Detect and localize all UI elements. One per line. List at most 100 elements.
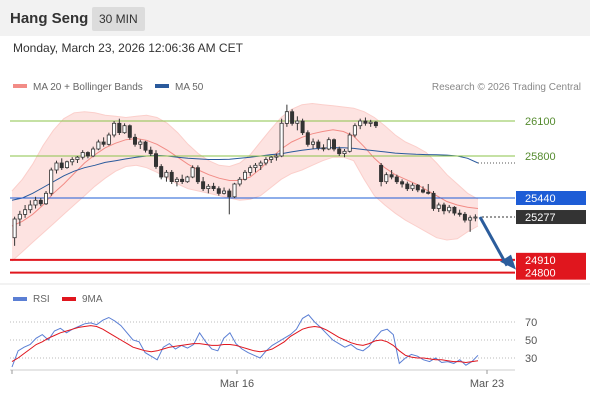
- candle-body: [253, 164, 258, 169]
- candle: [122, 123, 127, 134]
- level-25440-label: 25440: [525, 193, 556, 205]
- candle: [153, 150, 158, 169]
- candle: [180, 174, 185, 184]
- candle-body: [242, 171, 247, 180]
- candle: [195, 165, 200, 184]
- candle-body: [216, 188, 221, 194]
- candle-body: [269, 156, 274, 160]
- candle-body: [295, 120, 300, 124]
- credit-text: Research © 2026 Trading Central: [432, 82, 581, 93]
- candle-body: [305, 132, 310, 145]
- candle: [400, 179, 405, 188]
- candle: [227, 188, 232, 215]
- candle-body: [127, 125, 132, 138]
- candle-body: [164, 171, 169, 178]
- rsi-9ma-line: [11, 325, 479, 364]
- candle: [211, 182, 216, 191]
- candle: [28, 200, 33, 214]
- projection-arrow: [478, 216, 516, 270]
- candle-body: [337, 148, 342, 155]
- candle: [426, 184, 431, 195]
- candle-body: [122, 125, 127, 134]
- candle: [300, 118, 305, 135]
- candle-body: [148, 149, 153, 155]
- candle-body: [17, 213, 22, 220]
- candle: [106, 132, 111, 146]
- candle-body: [420, 189, 425, 193]
- time-tick-label: Mar 23: [470, 378, 504, 390]
- candle: [65, 160, 70, 169]
- candle-body: [159, 166, 164, 178]
- candle-body: [143, 141, 148, 151]
- timeframe-badge[interactable]: 30 MIN: [92, 7, 145, 31]
- candle: [363, 117, 368, 126]
- candle-body: [91, 148, 96, 157]
- candle-body: [138, 141, 143, 145]
- candle: [185, 175, 190, 183]
- candle: [112, 121, 117, 138]
- candle: [127, 124, 132, 140]
- rsi-tick-label-50: 50: [525, 335, 537, 347]
- candle: [373, 121, 378, 128]
- candle: [379, 163, 384, 187]
- rsi-tick-label-70: 70: [525, 317, 537, 329]
- candle-body: [258, 162, 263, 166]
- candle: [143, 140, 148, 153]
- rsi-tick-label-30: 30: [525, 353, 537, 365]
- candle-body: [447, 206, 452, 212]
- candle-body: [431, 192, 436, 209]
- candle-body: [274, 155, 279, 158]
- candle-body: [384, 174, 389, 183]
- candle-body: [436, 204, 441, 209]
- level-26100-label: 26100: [525, 116, 556, 128]
- instrument-title: Hang Seng: [10, 10, 89, 27]
- candle-body: [117, 122, 122, 134]
- legend-swatch-rsi: [13, 297, 27, 301]
- candle-body: [410, 184, 415, 190]
- candle-body: [12, 218, 17, 239]
- candle-body: [462, 213, 467, 221]
- candle-body: [331, 139, 336, 150]
- candle: [159, 164, 164, 180]
- time-axis: Mar 16 Mar 23: [11, 370, 504, 390]
- candle: [258, 160, 263, 170]
- legend-label-9ma: 9MA: [82, 294, 103, 305]
- legend-swatch-ma50: [155, 84, 169, 88]
- candle: [216, 186, 221, 196]
- main-legend: MA 20 + Bollinger Bands MA 50 Research ©…: [13, 82, 581, 93]
- bollinger-lower-line: [11, 156, 479, 262]
- candle-body: [206, 185, 211, 190]
- candle: [290, 109, 295, 126]
- projection-arrowhead: [500, 254, 516, 270]
- candle: [473, 214, 478, 222]
- candle: [415, 184, 420, 193]
- candle-body: [174, 178, 179, 183]
- candle: [190, 165, 195, 179]
- candle: [389, 170, 394, 180]
- candle: [263, 157, 268, 166]
- candle: [91, 146, 96, 158]
- level-24800-tag: [516, 265, 586, 280]
- legend-swatch-9ma: [62, 297, 76, 301]
- candle: [49, 167, 54, 196]
- candle: [201, 177, 206, 191]
- candle-body: [190, 167, 195, 178]
- candle-body: [300, 120, 305, 134]
- legend-label-ma20-bb: MA 20 + Bollinger Bands: [33, 82, 143, 93]
- candle-body: [85, 152, 90, 157]
- candle: [431, 191, 436, 211]
- candle-body: [237, 178, 242, 185]
- candle: [347, 132, 352, 153]
- candle-body: [379, 164, 384, 183]
- candle: [337, 146, 342, 156]
- candle-body: [49, 169, 54, 194]
- candle: [33, 196, 38, 209]
- datetime-label: Monday, March 23, 2026 12:06:36 AM CET: [13, 41, 243, 55]
- candle-body: [227, 190, 232, 198]
- candle: [295, 116, 300, 131]
- candle-body: [169, 171, 174, 183]
- candle-body: [326, 139, 331, 150]
- candle-body: [106, 134, 111, 145]
- candle-body: [468, 217, 473, 221]
